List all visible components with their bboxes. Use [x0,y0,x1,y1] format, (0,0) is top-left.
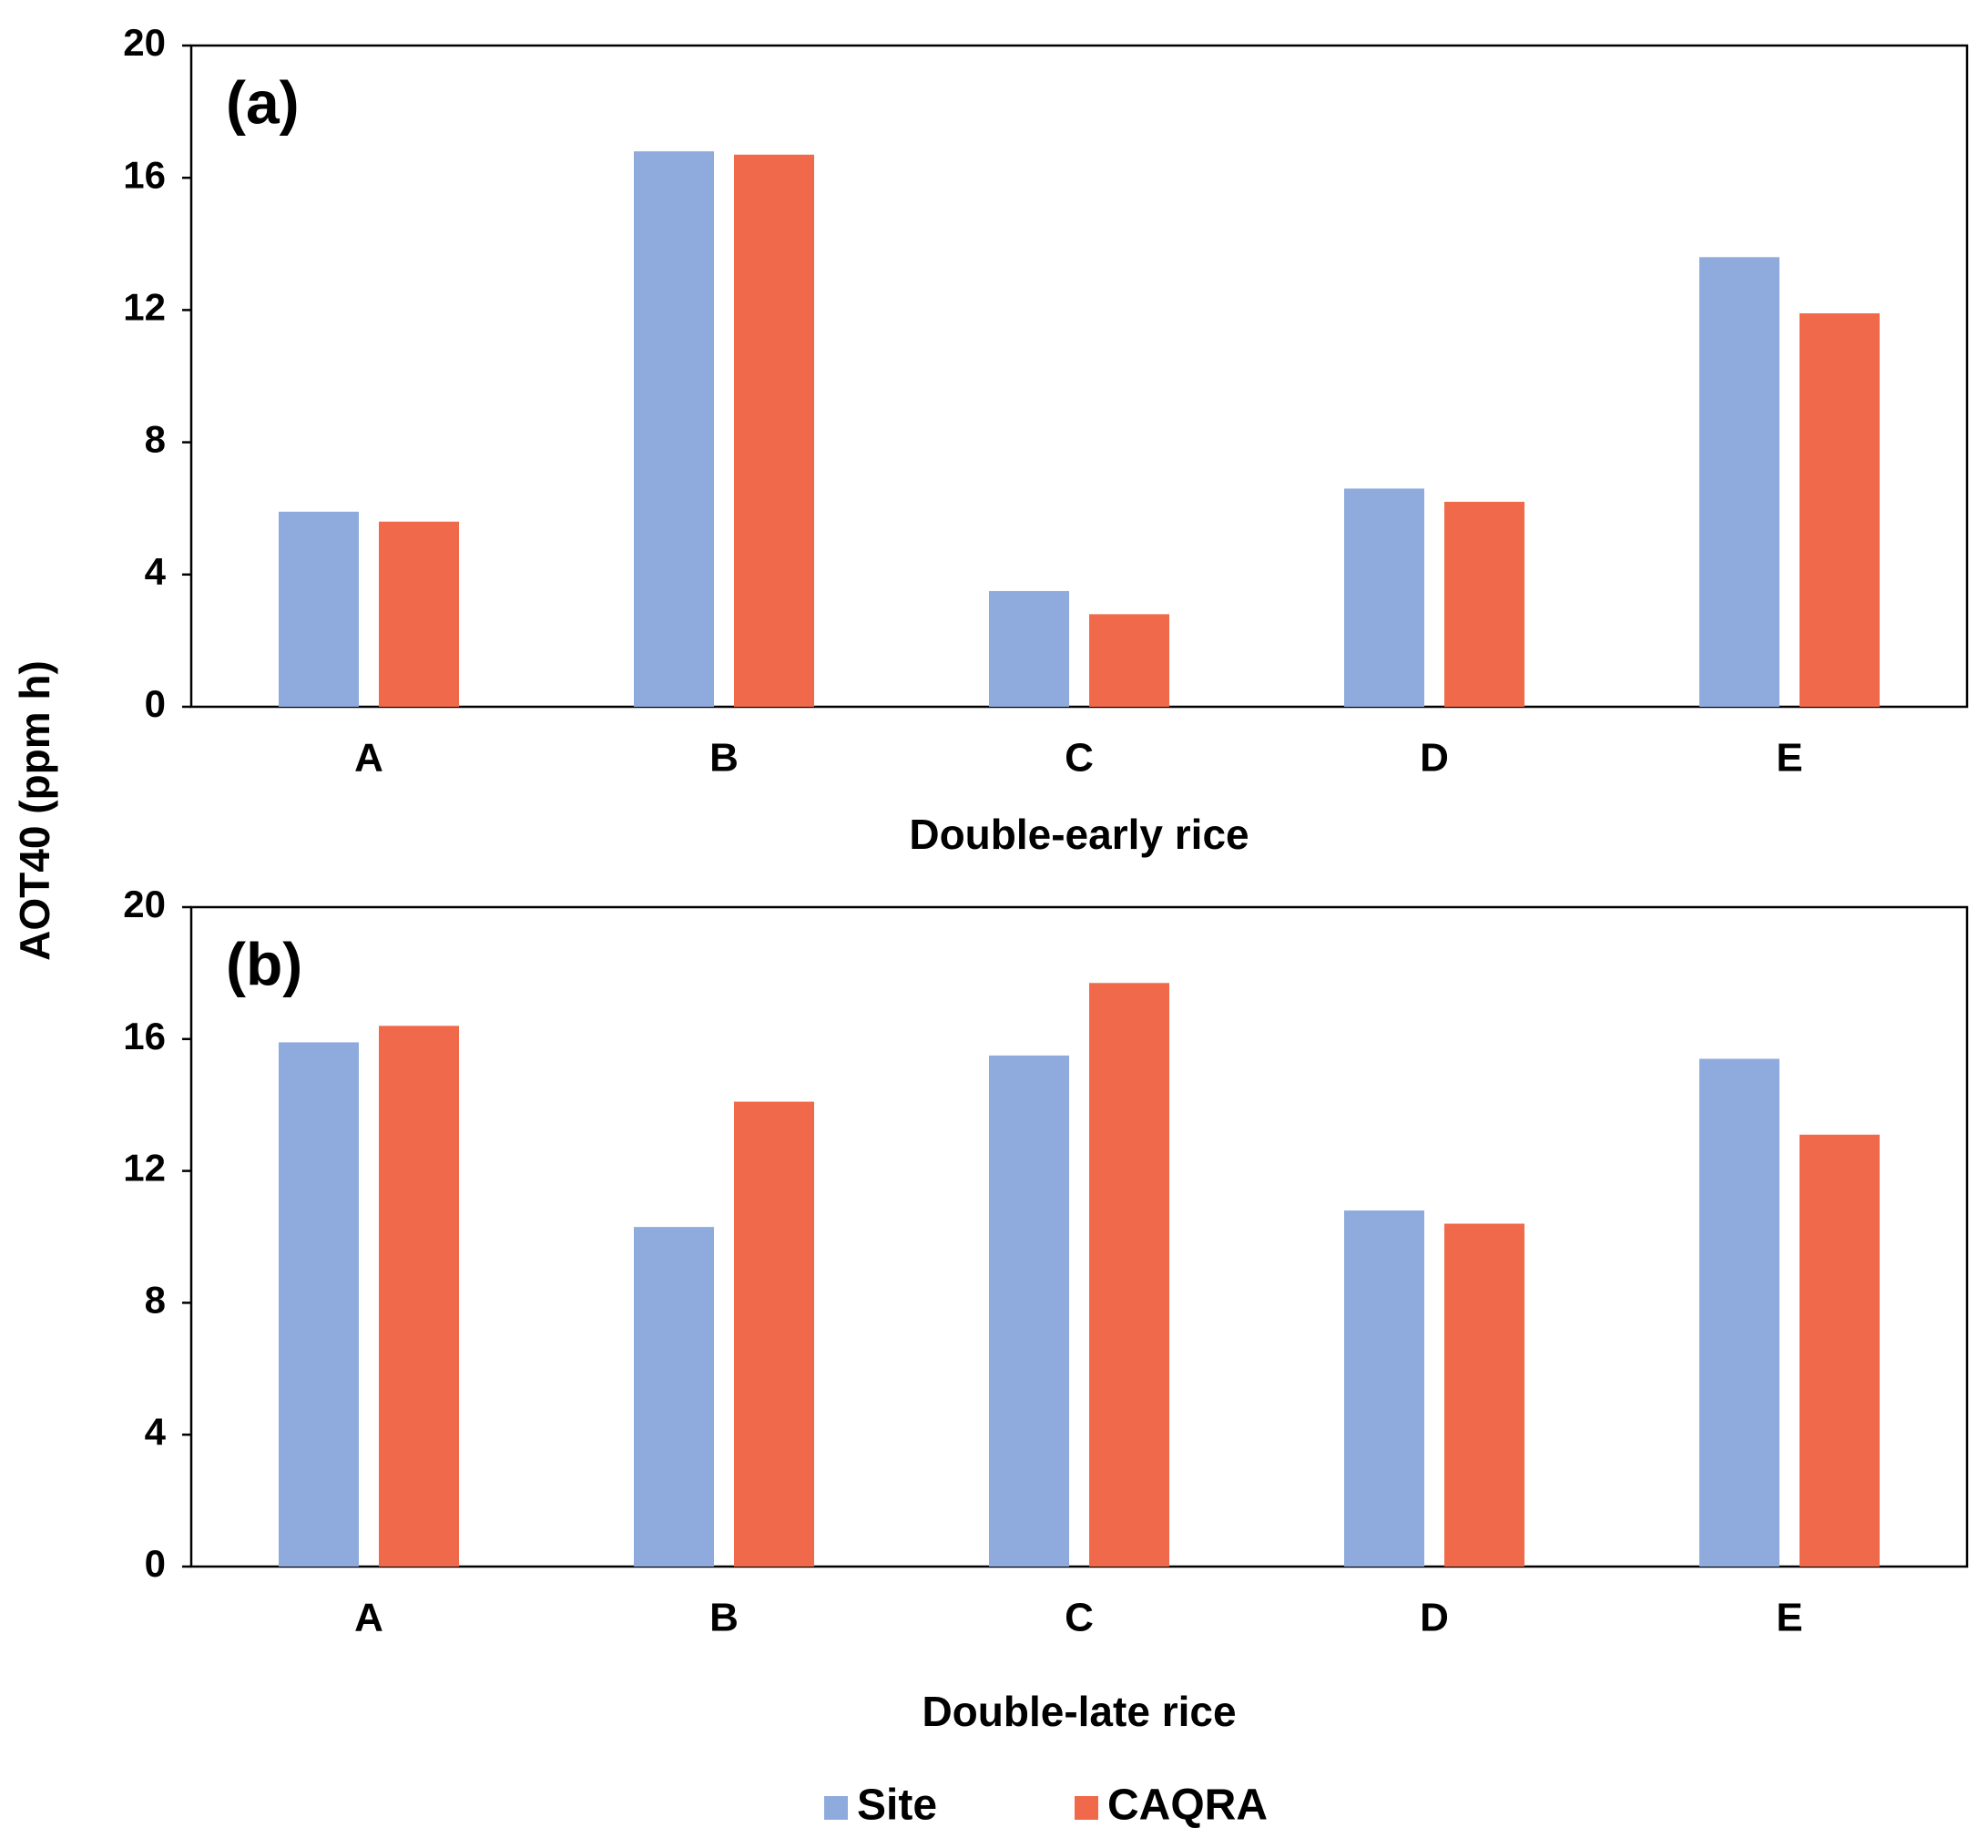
x-tick-label: A [354,736,383,781]
bar [279,1042,359,1567]
x-tick-label: D [1420,736,1449,781]
x-tick-label: E [1776,1596,1802,1640]
bar [379,521,459,707]
x-tick-label: E [1776,736,1802,781]
x-tick-label: C [1065,1596,1094,1640]
bar [634,151,714,707]
legend-swatch [824,1796,848,1820]
y-tick-label: 12 [123,285,166,328]
panel-label: (a) [226,68,300,136]
bar [1089,614,1169,707]
bar [1699,257,1779,707]
plot-frame [189,44,1969,709]
x-tick-label: C [1065,736,1094,781]
bar [279,511,359,707]
bar [1089,983,1169,1567]
bar [1699,1058,1779,1567]
bar [734,1101,814,1567]
x-tick-label: D [1420,1596,1449,1640]
bar [989,590,1069,707]
plot-frame [189,905,1969,1568]
x-tick-label: B [709,1596,739,1640]
panel-label: (b) [226,930,302,997]
x-axis-label: Double-early rice [909,811,1249,858]
y-tick-label: 20 [123,21,166,64]
y-axis-label: AOT40 (ppm h) [11,660,58,961]
legend-swatch [1075,1796,1098,1820]
x-tick-label: A [354,1596,383,1640]
bar [1344,488,1424,707]
bar [989,1055,1069,1567]
y-tick-label: 4 [145,1410,167,1453]
y-tick-label: 0 [145,682,166,725]
bar [1799,313,1880,707]
x-tick-label: B [709,736,739,781]
bar [734,154,814,708]
y-tick-label: 12 [123,1147,166,1189]
y-tick-label: 8 [145,1278,166,1321]
y-tick-label: 4 [145,550,167,593]
bar [1444,501,1524,707]
y-tick-label: 8 [145,418,166,461]
bar [379,1026,459,1567]
legend-label: Site [857,1782,937,1830]
legend-label: CAQRA [1107,1782,1268,1830]
bar [1344,1210,1424,1567]
y-tick-label: 20 [123,883,166,925]
x-axis-label: Double-late rice [922,1688,1236,1735]
y-tick-label: 16 [123,153,166,196]
y-tick-label: 0 [145,1542,166,1585]
bar [1444,1223,1524,1567]
bar [634,1227,714,1567]
y-tick-label: 16 [123,1015,166,1057]
bar [1799,1134,1880,1567]
